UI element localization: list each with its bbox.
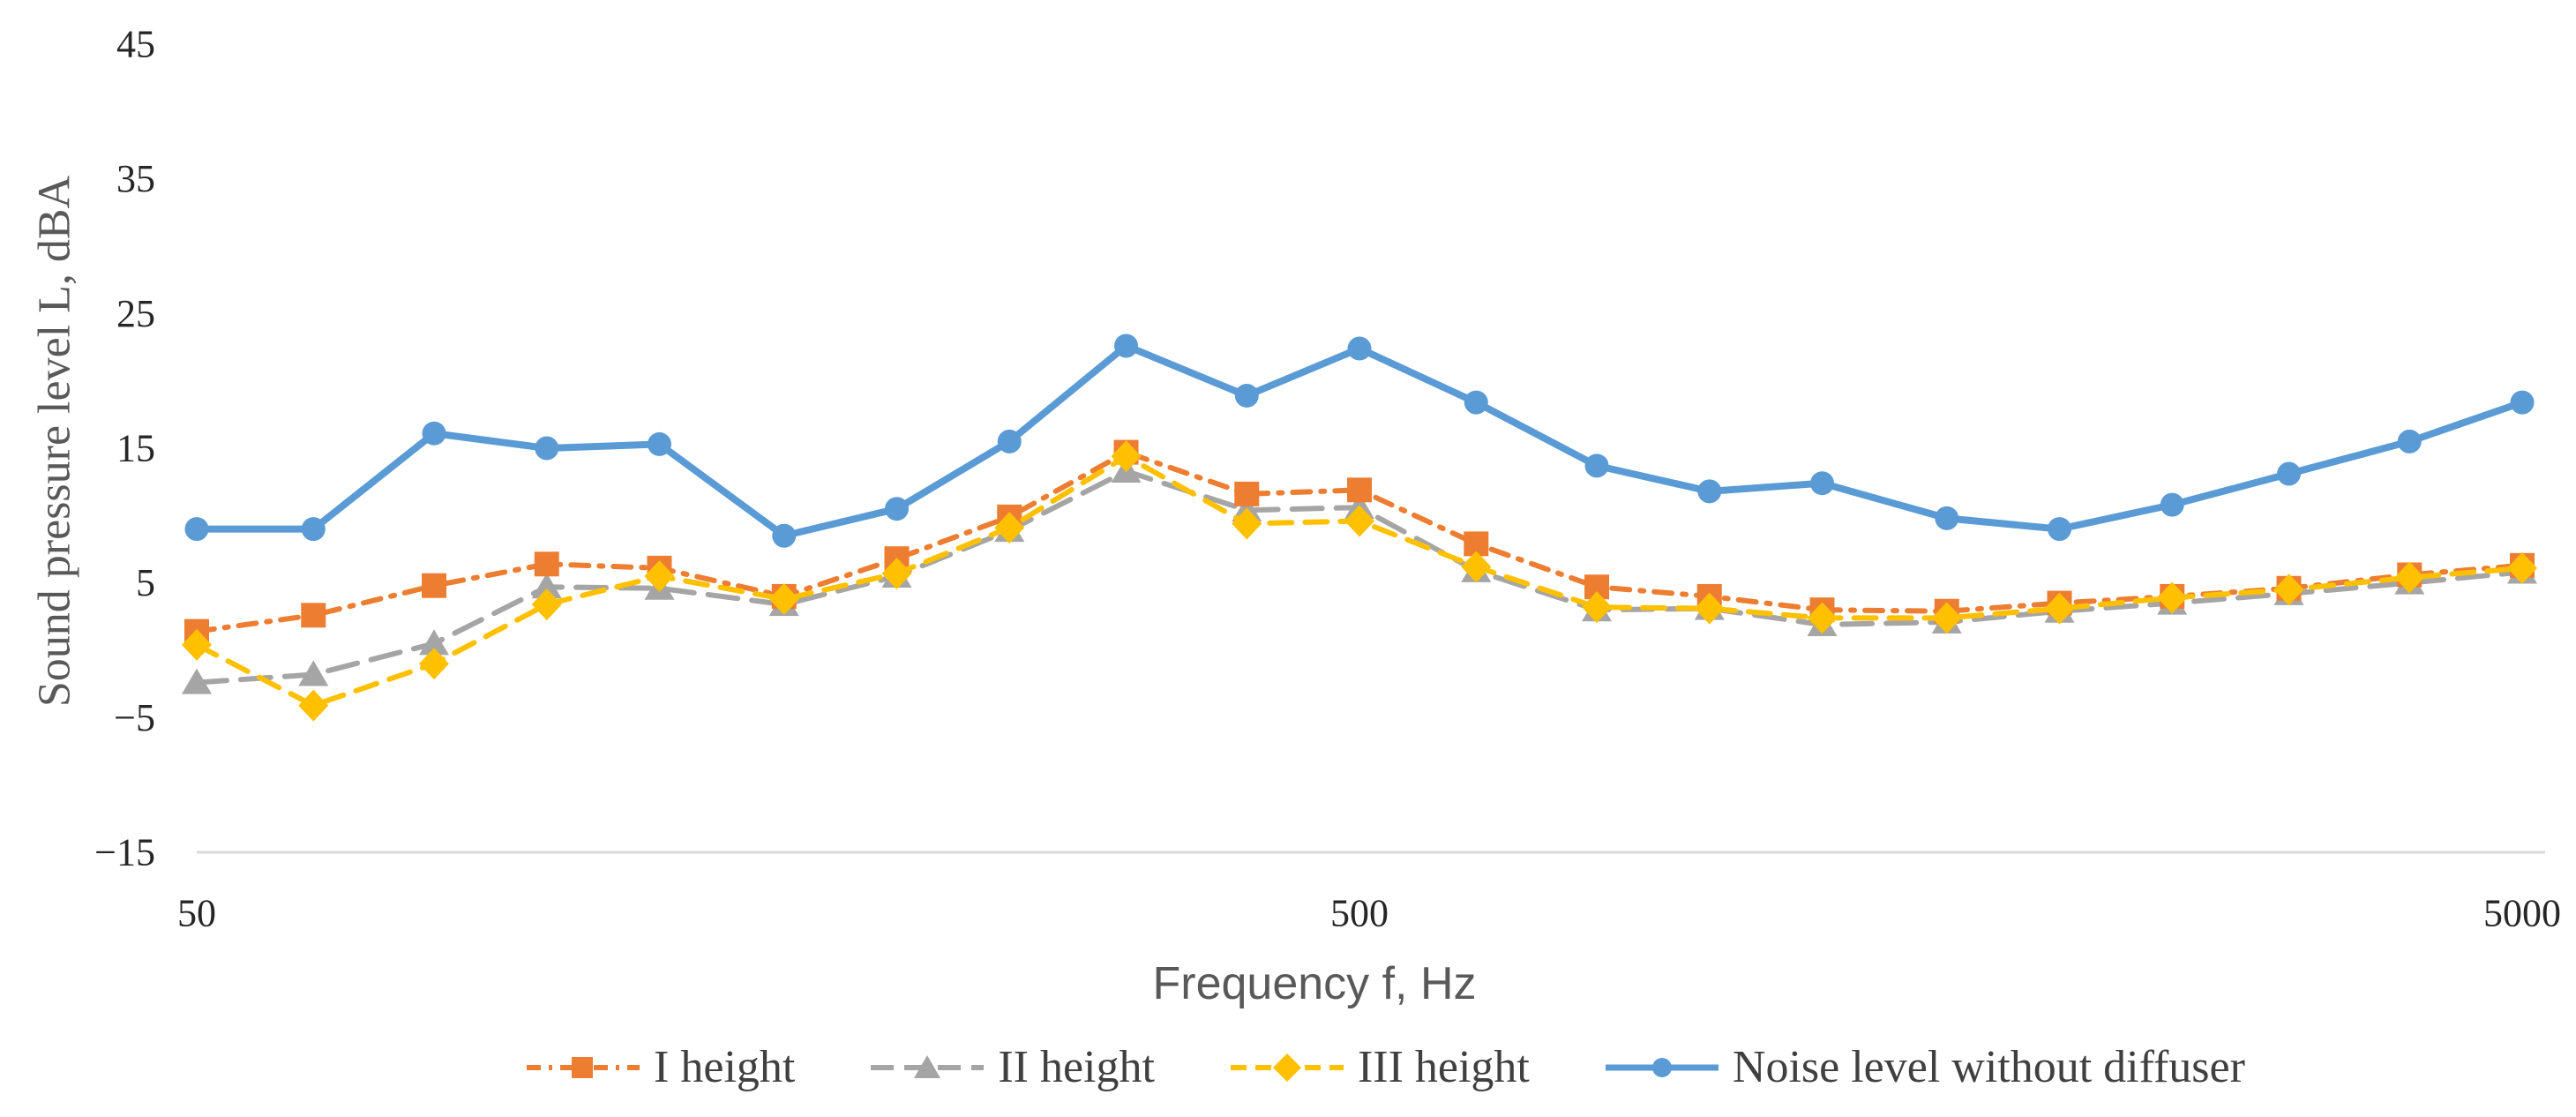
y-tick-label: 25 — [116, 292, 155, 335]
series-iii-height-diamond-marker-icon — [1111, 440, 1142, 473]
series-noise-level-without-diffuser-circle-marker-icon — [1347, 336, 1372, 361]
legend-item-iii-height: III height — [1229, 1045, 1530, 1091]
y-tick-label: −5 — [114, 696, 155, 739]
y-axis-title: Sound pressure level L, dBA — [30, 175, 80, 707]
x-tick-label: 500 — [1330, 892, 1389, 935]
series-iii-height-diamond-marker-icon — [298, 689, 329, 722]
diamond-marker-icon — [1272, 1053, 1301, 1082]
series-noise-level-without-diffuser-circle-marker-icon — [1464, 390, 1488, 415]
series-noise-level-without-diffuser-circle-marker-icon — [885, 497, 910, 521]
series-i-height-square-marker-icon — [1234, 481, 1260, 506]
y-tick-label: 35 — [116, 157, 155, 200]
legend-label: Noise level without diffuser — [1732, 1042, 2245, 1092]
legend-item-noise-level: Noise level without diffuser — [1604, 1045, 2245, 1091]
triangle-marker-icon — [914, 1055, 941, 1078]
dash-diamond-series-icon — [1230, 1053, 1344, 1082]
square-marker-icon — [572, 1057, 594, 1078]
circle-marker-icon — [1651, 1058, 1672, 1077]
series-noise-level-without-diffuser-circle-marker-icon — [1114, 334, 1139, 358]
series-ii-height-triangle-marker-icon — [419, 629, 450, 656]
series-noise-level-without-diffuser-circle-marker-icon — [2160, 492, 2184, 517]
legend-label: I height — [654, 1042, 796, 1092]
y-tick-label: −15 — [94, 831, 155, 874]
legend-item-i-height: I height — [525, 1045, 795, 1091]
y-tick-label: 15 — [116, 427, 155, 470]
series-i-height-square-marker-icon — [534, 551, 559, 577]
series-noise-level-without-diffuser-circle-marker-icon — [184, 517, 209, 542]
series-iii-height-diamond-marker-icon — [768, 582, 799, 615]
x-tick-label: 5000 — [2483, 892, 2561, 935]
chart-legend: I height II height III height Noise leve… — [212, 1031, 2558, 1105]
series-line-i-height — [194, 449, 2525, 634]
x-tick-label: 50 — [177, 892, 216, 935]
series-noise-level-without-diffuser-circle-marker-icon — [1584, 454, 1609, 478]
series-noise-level-without-diffuser-circle-marker-icon — [1234, 383, 1259, 408]
series-iii-height-diamond-marker-icon — [1807, 602, 1838, 634]
y-tick-label: 45 — [116, 23, 155, 66]
series-noise-level-without-diffuser-circle-marker-icon — [2510, 390, 2535, 415]
series-iii-height-diamond-marker-icon — [1694, 592, 1725, 625]
series-iii-height-diamond-marker-icon — [1232, 507, 1262, 540]
series-noise-level-without-diffuser-circle-marker-icon — [647, 431, 671, 456]
series-noise-level-without-diffuser-circle-marker-icon — [997, 429, 1022, 454]
series-iii-height-diamond-marker-icon — [1344, 505, 1374, 537]
legend-item-ii-height: II height — [869, 1045, 1155, 1091]
long-dash-triangle-series-icon — [871, 1055, 985, 1078]
series-iii-height-diamond-marker-icon — [2507, 551, 2537, 584]
y-tick-label: 5 — [136, 561, 155, 604]
series-iii-height-diamond-marker-icon — [1582, 591, 1613, 624]
legend-label: III height — [1357, 1042, 1530, 1092]
series-i-height-square-marker-icon — [422, 573, 447, 598]
series-noise-level-without-diffuser-circle-marker-icon — [1697, 479, 1722, 504]
series-iii-height-diamond-marker-icon — [881, 557, 912, 589]
series-noise-level-without-diffuser-circle-marker-icon — [422, 421, 446, 446]
series-noise-level-without-diffuser-circle-marker-icon — [535, 436, 559, 461]
series-noise-level-without-diffuser-circle-marker-icon — [2397, 429, 2422, 454]
series-iii-height-diamond-marker-icon — [644, 560, 675, 593]
series-iii-height-diamond-marker-icon — [531, 588, 562, 621]
series-noise-level-without-diffuser-circle-marker-icon — [1935, 506, 1959, 530]
series-iii-height-diamond-marker-icon — [182, 628, 212, 661]
series-iii-height-diamond-marker-icon — [2157, 581, 2188, 614]
series-ii-height-triangle-marker-icon — [182, 668, 212, 694]
solid-circle-series-icon — [1605, 1058, 1719, 1077]
series-iii-height-diamond-marker-icon — [419, 648, 450, 680]
series-noise-level-without-diffuser-circle-marker-icon — [772, 523, 797, 548]
legend-label: II height — [998, 1042, 1155, 1092]
x-axis-title: Frequency f, Hz — [1152, 958, 1476, 1009]
series-noise-level-without-diffuser-circle-marker-icon — [1809, 471, 1834, 496]
dash-dot-square-series-icon — [527, 1057, 640, 1078]
series-iii-height-diamond-marker-icon — [994, 512, 1025, 544]
series-i-height-square-marker-icon — [301, 603, 326, 628]
series-iii-height-diamond-marker-icon — [1931, 602, 1962, 634]
series-iii-height-diamond-marker-icon — [2394, 561, 2425, 594]
series-iii-height-diamond-marker-icon — [1461, 551, 1492, 583]
series-i-height-square-marker-icon — [1347, 477, 1372, 503]
series-iii-height-diamond-marker-icon — [2273, 573, 2304, 606]
series-noise-level-without-diffuser-circle-marker-icon — [301, 517, 326, 542]
series-noise-level-without-diffuser-circle-marker-icon — [2048, 517, 2072, 542]
series-iii-height-diamond-marker-icon — [2044, 592, 2075, 625]
series-noise-level-without-diffuser-circle-marker-icon — [2277, 461, 2302, 486]
series-ii-height-triangle-marker-icon — [298, 660, 329, 686]
series-ii-height-triangle-marker-icon — [531, 573, 562, 599]
